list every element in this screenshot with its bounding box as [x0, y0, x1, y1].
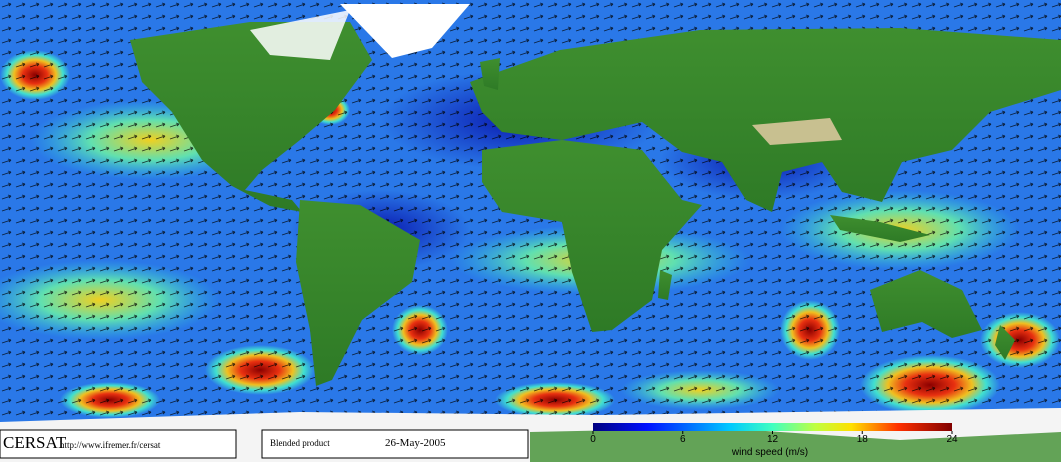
logo-box [0, 429, 237, 459]
footer: CERSAT http://www.ifremer.fr/cersat Blen… [0, 429, 529, 459]
landmasses [130, 4, 1061, 386]
colorbar-tick-label: 12 [767, 434, 779, 445]
product-box [261, 429, 529, 459]
antarctic-coast [530, 428, 1061, 462]
colorbar-tick-label: 0 [590, 434, 596, 445]
product: Blended product [270, 438, 330, 448]
arctic-ice [250, 10, 350, 60]
logo: CERSAT [3, 433, 67, 452]
colorbar-tick-label: 24 [946, 434, 958, 445]
date: 26-May-2005 [385, 437, 446, 449]
colorbar-ramp [593, 423, 952, 431]
colorbar-tick-label: 6 [680, 434, 686, 445]
url: http://www.ifremer.fr/cersat [60, 440, 161, 450]
colorbar-label: wind speed (m/s) [731, 447, 808, 458]
colorbar-tick-label: 18 [857, 434, 869, 445]
colorbar: wind speed (m/s) 0 6 12 18 24 [590, 423, 958, 458]
